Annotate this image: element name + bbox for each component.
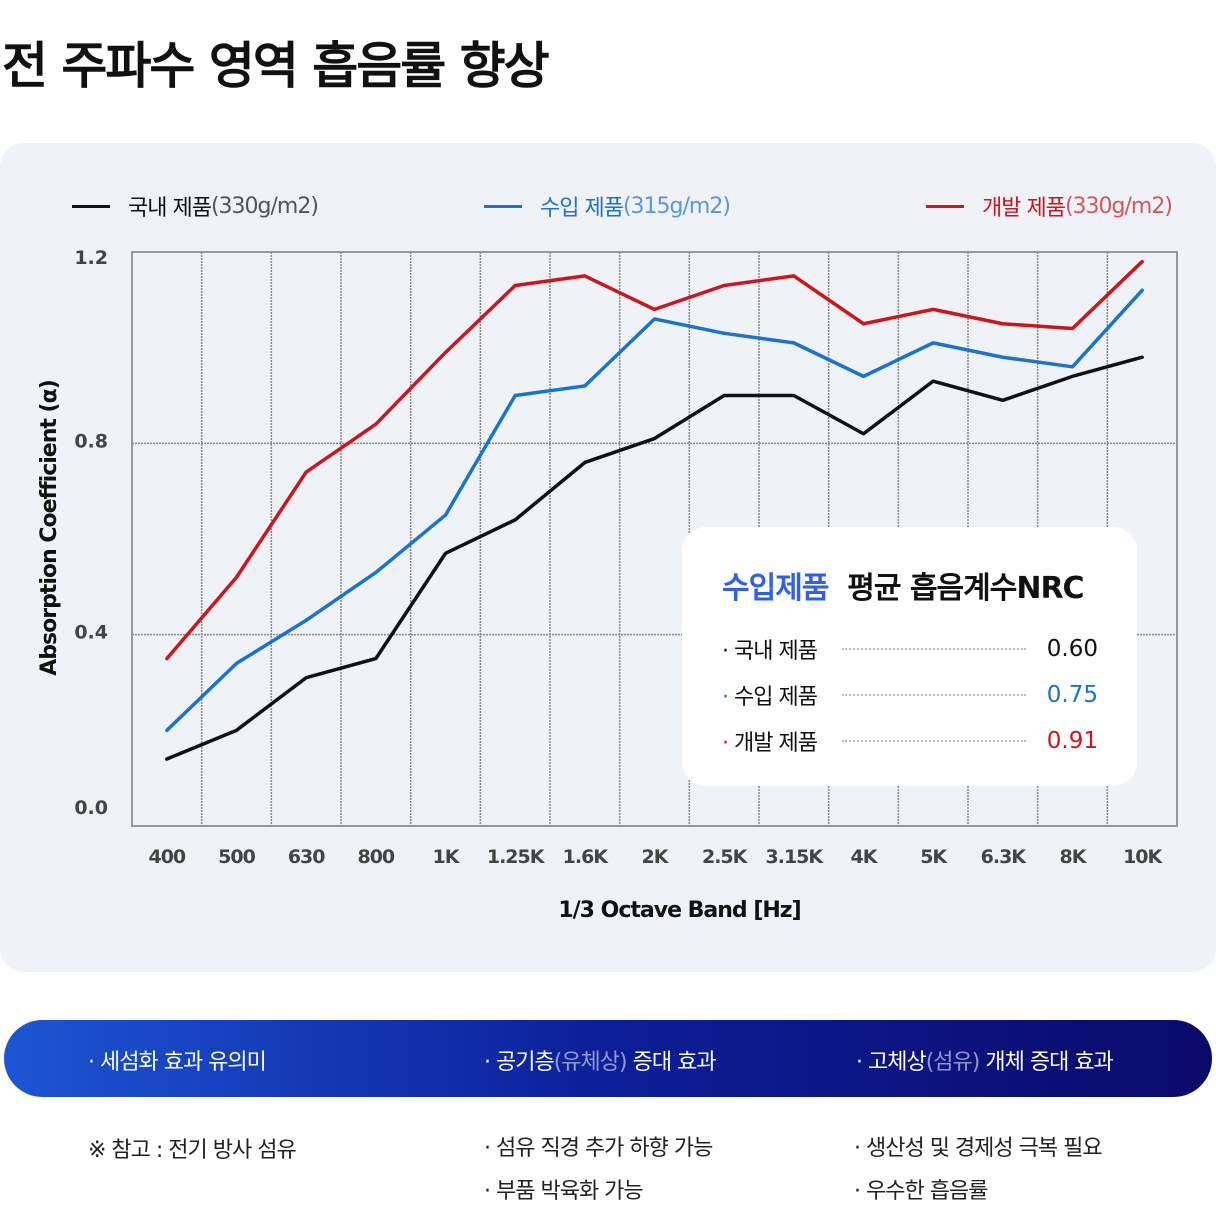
nrc-title: 수입제품 평균 흡음계수NRC	[722, 563, 1085, 607]
note-item: · 섬유 직경 추가 하향 가능	[484, 1136, 713, 1161]
nrc-label: 개발 제품	[734, 731, 818, 756]
legend-label: 수입 제품	[540, 196, 624, 221]
x-tick-label: 630	[288, 846, 325, 868]
x-tick-label: 1.25K	[487, 846, 546, 868]
legend-swatch	[484, 204, 522, 208]
plot-frame	[131, 251, 1178, 827]
legend-label: 개발 제품	[982, 196, 1066, 221]
note-item: · 우수한 흡음률	[854, 1179, 988, 1204]
legend-item-domestic: 국내 제품 (330g/m2)	[72, 190, 319, 222]
note-item: · 부품 박육화 가능	[484, 1179, 644, 1204]
effects-banner: · 세섬화 효과 유의미 · 공기층(유체상) 증대 효과 · 고체상(섬유) …	[4, 1020, 1212, 1097]
effect-item: · 고체상(섬유) 개체 증대 효과	[856, 1050, 1114, 1075]
x-tick-label: 3.15K	[766, 846, 825, 868]
x-tick-label: 400	[148, 846, 185, 868]
nrc-value: 0.75	[1046, 682, 1098, 708]
legend-item-developed: 개발 제품 (330g/m2)	[926, 190, 1173, 222]
dotted-leader	[842, 648, 1026, 650]
x-tick-label: 10K	[1123, 846, 1163, 868]
note-reference: ※ 참고 : 전기 방사 섬유	[88, 1138, 297, 1163]
effect-item: · 세섬화 효과 유의미	[88, 1050, 267, 1075]
effect-item: · 공기층(유체상) 증대 효과	[484, 1050, 717, 1075]
x-tick-label: 2.5K	[702, 846, 749, 868]
legend-swatch	[926, 204, 964, 208]
x-tick-label: 5K	[920, 846, 948, 868]
nrc-value: 0.91	[1046, 728, 1098, 754]
nrc-row-domestic: · 국내 제품 0.60	[722, 636, 1098, 664]
nrc-row-imported: · 수입 제품 0.75	[722, 682, 1098, 710]
legend-item-imported: 수입 제품 (315g/m2)	[484, 190, 731, 222]
legend-swatch	[72, 204, 110, 208]
line-chart: 0.0 0.4 0.8 1.2 400 500 630 800 1K 1.25K 1.6K 2K 2.5…	[37, 247, 1178, 923]
y-tick-label: 1.2	[74, 247, 108, 269]
y-tick-label: 0.4	[74, 622, 108, 644]
page-title: 전 주파수 영역 흡음률 향상	[2, 37, 550, 95]
x-tick-label: 500	[218, 846, 255, 868]
nrc-value: 0.60	[1046, 636, 1098, 662]
note-item: · 생산성 및 경제성 극복 필요	[854, 1136, 1103, 1161]
x-tick-label: 1.6K	[563, 846, 610, 868]
legend-unit: (315g/m2)	[622, 193, 731, 219]
x-tick-label: 2K	[642, 846, 670, 868]
dotted-leader	[842, 740, 1026, 742]
nrc-label: 수입 제품	[734, 685, 818, 710]
legend-unit: (330g/m2)	[210, 193, 319, 219]
y-tick-label: 0.0	[74, 797, 108, 819]
nrc-title-highlight: 수입제품	[722, 571, 829, 606]
x-tick-label: 8K	[1060, 846, 1088, 868]
x-axis-label: 1/3 Octave Band [Hz]	[558, 898, 800, 923]
legend-unit: (330g/m2)	[1064, 193, 1173, 219]
y-axis-label: Absorption Coefficient (α)	[37, 380, 62, 676]
x-tick-label: 6.3K	[981, 846, 1028, 868]
x-tick-label: 800	[357, 846, 394, 868]
y-tick-label: 0.8	[74, 430, 108, 452]
nrc-title-rest: 평균 흡음계수NRC	[847, 571, 1084, 606]
nrc-label: 국내 제품	[734, 639, 818, 664]
dotted-leader	[842, 694, 1026, 696]
legend-label: 국내 제품	[128, 196, 212, 221]
x-tick-label: 1K	[433, 846, 461, 868]
x-tick-label: 4K	[851, 846, 879, 868]
nrc-row-developed: · 개발 제품 0.91	[722, 728, 1098, 756]
nrc-box: 수입제품 평균 흡음계수NRC · 국내 제품 0.60 · 수입 제품 0.7…	[682, 527, 1137, 786]
